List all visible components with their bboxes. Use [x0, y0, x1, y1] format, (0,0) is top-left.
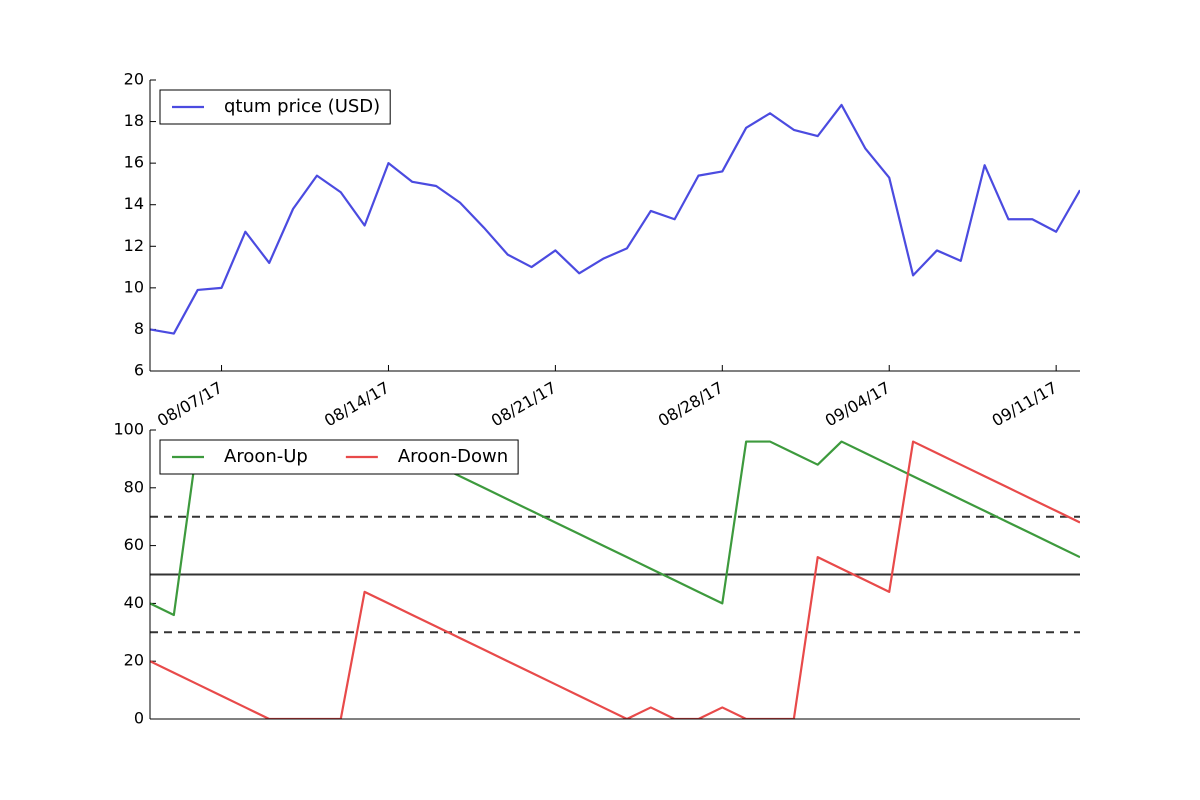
- legend-label: Aroon-Down: [398, 446, 508, 467]
- x-tick-label: 09/11/17: [989, 378, 1061, 430]
- x-tick-label: 08/14/17: [321, 378, 393, 430]
- y-tick-label: 8: [134, 319, 144, 338]
- x-tick-label: 08/28/17: [655, 378, 727, 430]
- legend: [159, 439, 519, 475]
- y-tick-label: 40: [124, 593, 144, 612]
- y-tick-label: 18: [124, 111, 144, 130]
- y-tick-label: 20: [124, 651, 144, 670]
- y-tick-label: 100: [113, 420, 144, 439]
- y-tick-label: 80: [124, 477, 144, 496]
- legend-label: Aroon-Up: [224, 446, 308, 467]
- y-tick-label: 10: [124, 277, 144, 296]
- y-tick-label: 12: [124, 236, 144, 255]
- plot-area: [150, 440, 1080, 719]
- y-tick-label: 0: [134, 709, 144, 728]
- x-tick-label: 08/21/17: [488, 378, 560, 430]
- x-tick-label: 08/07/17: [154, 378, 226, 430]
- y-tick-label: 14: [124, 194, 144, 213]
- x-tick-label: 09/04/17: [822, 378, 894, 430]
- y-tick-label: 60: [124, 535, 144, 554]
- y-tick-label: 6: [134, 361, 144, 380]
- legend-label: qtum price (USD): [224, 96, 380, 117]
- series-line: [150, 103, 1080, 335]
- plot-area: [150, 103, 1080, 335]
- y-tick-label: 20: [124, 70, 144, 89]
- series-line: [150, 440, 1080, 719]
- y-tick-label: 16: [124, 153, 144, 172]
